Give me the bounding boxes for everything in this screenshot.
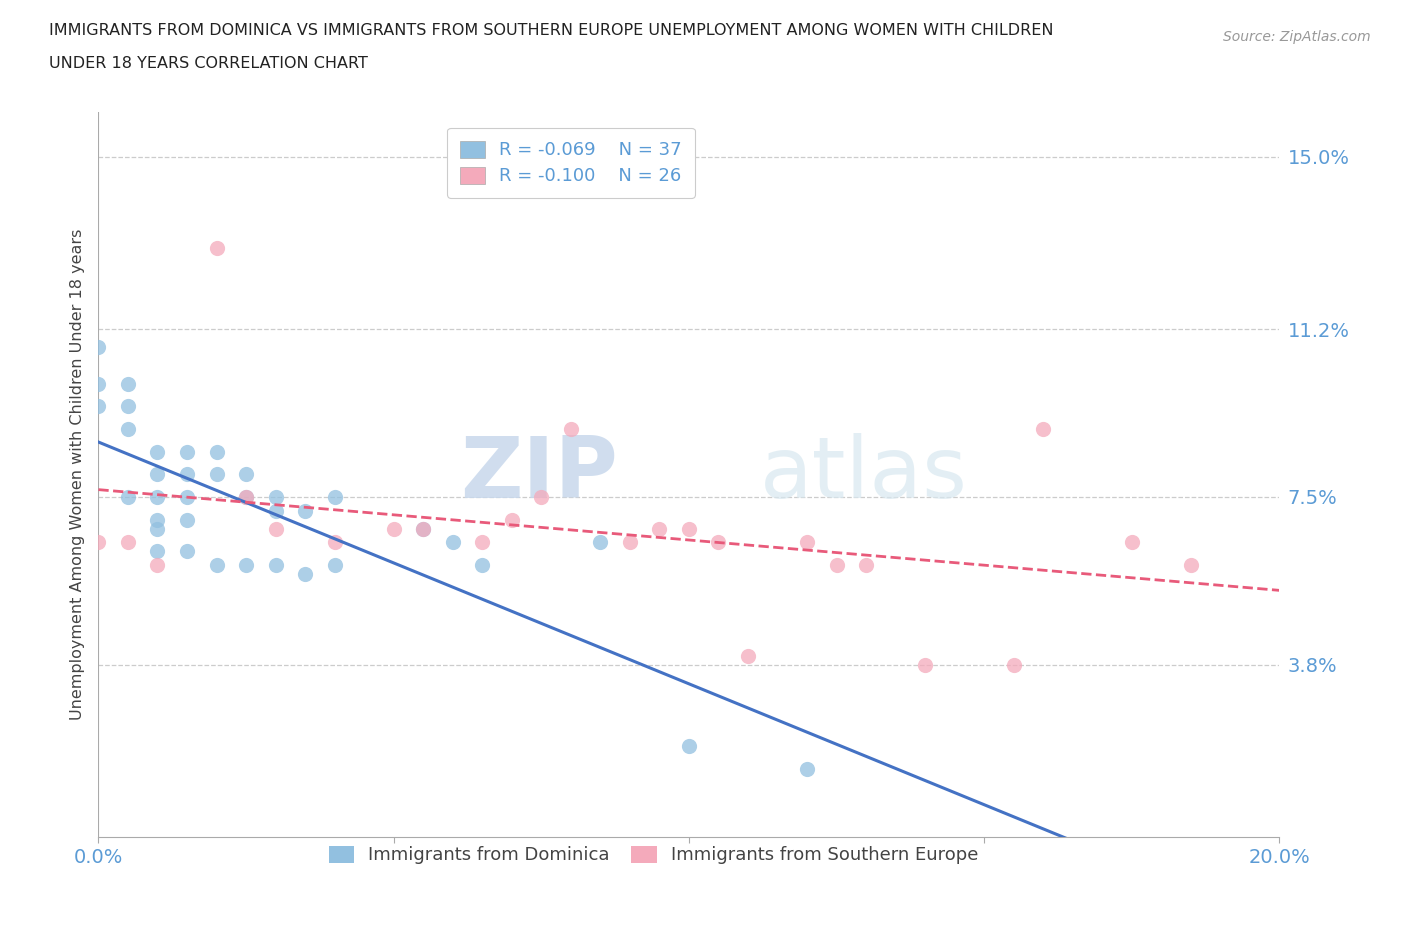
Point xyxy=(678,521,700,536)
Point xyxy=(87,376,110,391)
Point xyxy=(146,512,169,527)
Point xyxy=(264,558,287,573)
Point xyxy=(264,489,287,504)
Point xyxy=(87,535,110,550)
Text: Source: ZipAtlas.com: Source: ZipAtlas.com xyxy=(1223,30,1371,44)
Point xyxy=(530,489,553,504)
Point xyxy=(471,558,494,573)
Point xyxy=(87,399,110,414)
Point xyxy=(1002,658,1025,672)
Point xyxy=(117,489,139,504)
Point xyxy=(205,240,228,255)
Point xyxy=(176,467,198,482)
Point xyxy=(176,512,198,527)
Point xyxy=(235,467,257,482)
Point xyxy=(205,467,228,482)
Point xyxy=(176,489,198,504)
Point xyxy=(294,503,316,518)
Point xyxy=(146,544,169,559)
Point xyxy=(117,399,139,414)
Point xyxy=(678,738,700,753)
Point xyxy=(412,521,434,536)
Point xyxy=(235,489,257,504)
Point xyxy=(855,558,877,573)
Point xyxy=(235,489,257,504)
Point xyxy=(146,558,169,573)
Point xyxy=(914,658,936,672)
Point xyxy=(146,521,169,536)
Point xyxy=(323,535,346,550)
Text: IMMIGRANTS FROM DOMINICA VS IMMIGRANTS FROM SOUTHERN EUROPE UNEMPLOYMENT AMONG W: IMMIGRANTS FROM DOMINICA VS IMMIGRANTS F… xyxy=(49,23,1053,38)
Point xyxy=(235,558,257,573)
Text: atlas: atlas xyxy=(759,432,967,516)
Point xyxy=(323,558,346,573)
Point xyxy=(796,535,818,550)
Point xyxy=(501,512,523,527)
Point xyxy=(1032,421,1054,436)
Point xyxy=(825,558,848,573)
Point xyxy=(471,535,494,550)
Point xyxy=(294,566,316,581)
Point xyxy=(737,648,759,663)
Point xyxy=(117,535,139,550)
Point xyxy=(619,535,641,550)
Point xyxy=(264,503,287,518)
Point xyxy=(648,521,671,536)
Point xyxy=(589,535,612,550)
Point xyxy=(146,467,169,482)
Point xyxy=(87,340,110,355)
Text: UNDER 18 YEARS CORRELATION CHART: UNDER 18 YEARS CORRELATION CHART xyxy=(49,56,368,71)
Point xyxy=(264,521,287,536)
Point xyxy=(176,544,198,559)
Legend: Immigrants from Dominica, Immigrants from Southern Europe: Immigrants from Dominica, Immigrants fro… xyxy=(314,831,993,879)
Point xyxy=(441,535,464,550)
Point xyxy=(146,489,169,504)
Point xyxy=(205,558,228,573)
Point xyxy=(176,445,198,459)
Point xyxy=(382,521,405,536)
Y-axis label: Unemployment Among Women with Children Under 18 years: Unemployment Among Women with Children U… xyxy=(69,229,84,720)
Point xyxy=(146,445,169,459)
Point xyxy=(205,445,228,459)
Point xyxy=(796,762,818,777)
Point xyxy=(560,421,582,436)
Point xyxy=(117,376,139,391)
Point xyxy=(1121,535,1143,550)
Text: ZIP: ZIP xyxy=(460,432,619,516)
Point xyxy=(323,489,346,504)
Point xyxy=(117,421,139,436)
Point xyxy=(412,521,434,536)
Point xyxy=(707,535,730,550)
Point xyxy=(1180,558,1202,573)
